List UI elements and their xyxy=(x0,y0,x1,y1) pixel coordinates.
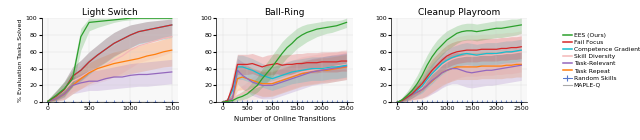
Title: Cleanup Playroom: Cleanup Playroom xyxy=(418,8,500,17)
Y-axis label: % Evaluation Tasks Solved: % Evaluation Tasks Solved xyxy=(18,18,23,102)
Title: Ball-Ring: Ball-Ring xyxy=(264,8,305,17)
X-axis label: Number of Online Transitions: Number of Online Transitions xyxy=(234,116,335,122)
Legend: EES (Ours), Fail Focus, Competence Gradient, Skill Diversity, Task-Relevant, Tas: EES (Ours), Fail Focus, Competence Gradi… xyxy=(563,32,640,88)
Title: Light Switch: Light Switch xyxy=(82,8,138,17)
